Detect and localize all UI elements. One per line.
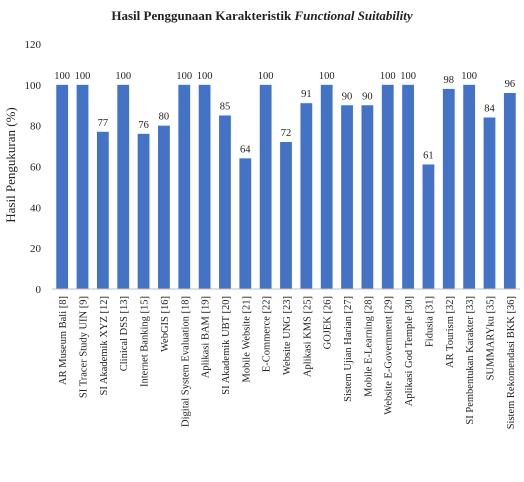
x-tick-label: E-Commerce [22]: [262, 296, 273, 372]
x-tick-label: Mobile E-Learning [28]: [363, 296, 374, 397]
y-tick-label: 120: [25, 39, 42, 51]
x-tick-label: Aplikasi God Temple [30]: [404, 296, 415, 406]
bar: [117, 84, 130, 289]
bars: [56, 84, 516, 290]
bar: [198, 84, 211, 289]
x-tick-label: Mobile Website [21]: [241, 296, 252, 382]
bar: [300, 103, 313, 289]
y-tick-label: 20: [30, 243, 42, 255]
x-tick-label: AR Museum Bali [8]: [58, 296, 69, 385]
x-tick-label: SUMMARYku [35]: [485, 296, 496, 380]
data-label: 84: [484, 104, 495, 115]
data-label: 77: [98, 118, 109, 129]
data-label: 80: [159, 112, 170, 123]
bar: [463, 84, 476, 289]
bar: [56, 84, 69, 289]
chart-title-emphasis: Functional Suitability: [293, 8, 412, 23]
x-tick-label: Aplikasi BAM [19]: [201, 296, 212, 378]
x-tick-label: SI Tracer Study UIN [9]: [79, 296, 90, 398]
chart-title: Hasil Penggunaan Karakteristik Functiona…: [111, 8, 412, 23]
x-tick-label: Sistem Ujian Harian [27]: [343, 296, 354, 402]
bar: [239, 158, 252, 289]
y-axis-label: Hasil Pengukuran (%): [3, 107, 18, 223]
x-tick-label: Digital System Evaluation [18]: [180, 296, 191, 427]
value-labels: 100 100 77 100 76 80 100 100 85 64 100 72 91 100 90 90 1…: [54, 71, 515, 162]
bar: [178, 84, 191, 289]
bar: [158, 125, 170, 290]
data-label: 100: [75, 71, 91, 82]
data-label: 100: [115, 71, 131, 82]
data-label: 91: [301, 89, 312, 100]
x-tick-label: SI Pembentukan Karakter [33]: [465, 296, 476, 425]
x-tick-label: Website UNG [23]: [282, 296, 293, 375]
x-tick-label: WebGIS [16]: [160, 296, 171, 352]
data-label: 90: [342, 91, 353, 102]
bar: [280, 142, 292, 289]
data-label: 100: [461, 71, 477, 82]
x-tick-label: Sistem Rekomendasi BKK [36]: [506, 296, 517, 429]
bar: [402, 84, 414, 289]
x-tick-label: Fidusia [31]: [424, 296, 435, 347]
category-labels: AR Museum Bali [8] SI Tracer Study UIN [9…: [58, 296, 517, 429]
x-tick-label: SI Akademik UBT [20]: [221, 296, 232, 395]
data-label: 90: [362, 91, 373, 102]
bar: [219, 115, 231, 289]
bar: [483, 117, 496, 289]
y-tick-label: 40: [30, 202, 42, 214]
x-tick-label: Aplikasi KMS [25]: [302, 296, 313, 377]
data-label: 100: [54, 71, 70, 82]
data-label: 100: [400, 71, 416, 82]
data-label: 100: [319, 71, 335, 82]
y-tick-label: 0: [36, 284, 42, 296]
x-tick-label: SI Akademik XYZ [12]: [99, 296, 110, 395]
data-label: 96: [505, 79, 516, 90]
data-label: 100: [258, 71, 274, 82]
chart-title-main: Hasil Penggunaan Karakteristik: [111, 8, 292, 23]
x-tick-label: Internet Banking [15]: [140, 296, 151, 387]
bar: [341, 105, 353, 289]
bar: [442, 88, 455, 290]
bar: [259, 84, 272, 289]
x-tick-label: Clinical DSS [13]: [119, 296, 130, 371]
data-label: 61: [423, 150, 434, 161]
data-label: 100: [197, 71, 213, 82]
x-tick-label: AR Tourism [32]: [445, 296, 456, 368]
y-tick-label: 100: [25, 80, 42, 92]
x-tick-label: GOJEK [26]: [323, 296, 334, 349]
bar: [381, 84, 394, 289]
bar: [361, 105, 374, 289]
bar: [76, 84, 89, 289]
bar: [503, 93, 516, 289]
y-tick-label: 60: [30, 162, 42, 174]
data-label: 98: [444, 75, 455, 86]
bar: [422, 164, 435, 289]
data-label: 72: [281, 128, 292, 139]
data-label: 100: [176, 71, 192, 82]
data-label: 85: [220, 101, 231, 112]
data-label: 76: [138, 120, 149, 131]
y-tick-label: 80: [30, 121, 42, 133]
bar: [96, 131, 109, 289]
bar: [320, 84, 333, 289]
data-label: 100: [380, 71, 396, 82]
x-tick-label: Website E-Government [29]: [384, 296, 395, 415]
data-label: 64: [240, 144, 251, 155]
bar: [137, 133, 150, 289]
y-axis: 0 20 40 60 80 100 120: [25, 39, 42, 296]
